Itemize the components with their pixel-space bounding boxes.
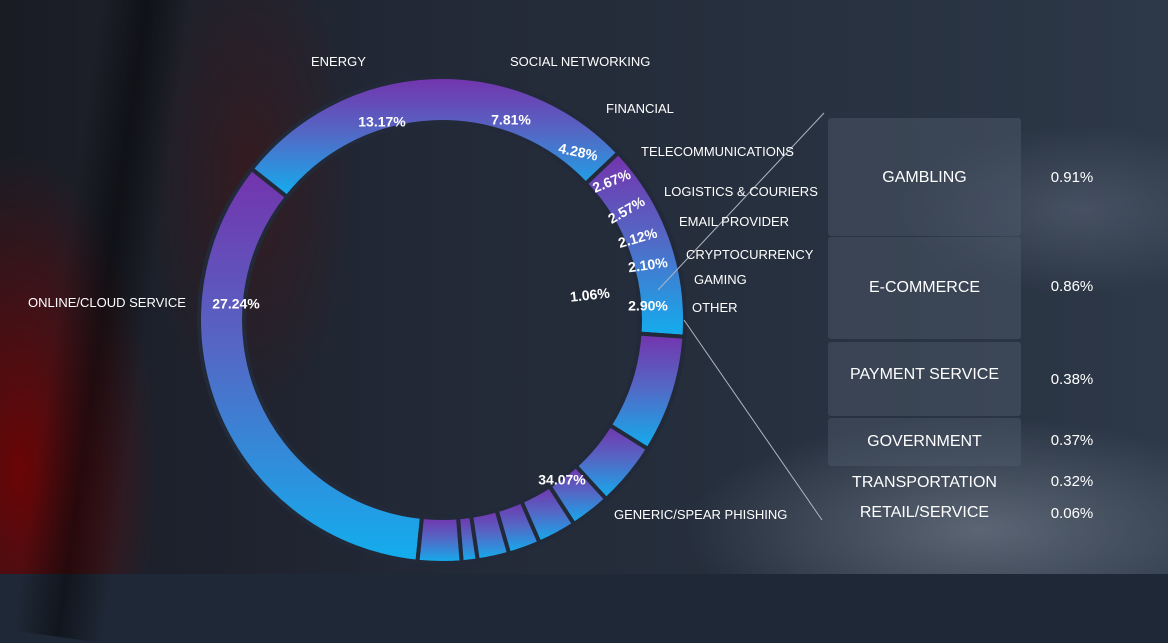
- segment-value-label: 7.81%: [491, 112, 531, 128]
- breakdown-box-ecommerce: [828, 237, 1021, 339]
- breakdown-label: E-COMMERCE: [868, 279, 981, 296]
- segment-value-label: 2.90%: [628, 298, 668, 314]
- breakdown-value: 0.38%: [1050, 371, 1094, 388]
- breakdown-connector-bottom: [683, 319, 823, 521]
- breakdown-label: PAYMENT SERVICE: [849, 366, 1000, 383]
- breakdown-box-gambling: [828, 118, 1021, 236]
- segment-category-label: LOGISTICS & COURIERS: [664, 184, 818, 199]
- segment-category-label: TELECOMMUNICATIONS: [641, 144, 794, 159]
- breakdown-label: GAMBLING: [882, 169, 967, 186]
- segment-category-label: GAMING: [694, 272, 747, 287]
- segment-category-label: OTHER: [692, 300, 738, 315]
- breakdown-value: 0.06%: [1050, 505, 1094, 522]
- segment-value-label: 2.10%: [627, 254, 669, 275]
- segment-category-label: FINANCIAL: [606, 101, 674, 116]
- breakdown-box-government: [828, 418, 1021, 466]
- segment-category-label: SOCIAL NETWORKING: [510, 54, 650, 69]
- segment-value-label: 34.07%: [538, 472, 586, 488]
- segment-category-label: GENERIC/SPEAR PHISHING: [614, 507, 787, 522]
- segment-value-label: 13.17%: [358, 114, 406, 130]
- segment-value-label: 1.06%: [569, 285, 611, 305]
- donut-segment-other: [415, 514, 464, 565]
- segment-category-label: ENERGY: [311, 54, 366, 69]
- breakdown-value: 0.86%: [1050, 278, 1094, 295]
- segment-value-label: 27.24%: [212, 296, 260, 312]
- breakdown-value: 0.37%: [1050, 432, 1094, 449]
- breakdown-box-payment: [828, 342, 1021, 416]
- segment-category-label: ONLINE/CLOUD SERVICE: [28, 295, 186, 310]
- segment-category-label: CRYPTOCURRENCY: [686, 247, 814, 262]
- breakdown-value: 0.32%: [1050, 473, 1094, 490]
- segment-category-label: EMAIL PROVIDER: [679, 214, 789, 229]
- breakdown-panel: GAMBLING 0.91% E-COMMERCE 0.86% PAYMENT …: [828, 118, 1094, 522]
- breakdown-label: TRANSPORTATION: [852, 474, 997, 491]
- breakdown-value: 0.91%: [1050, 169, 1094, 186]
- breakdown-label: GOVERNMENT: [867, 433, 982, 450]
- breakdown-connector-top: [657, 112, 825, 291]
- breakdown-label: RETAIL/SERVICE: [859, 504, 990, 521]
- donut-chart: 34.07%27.24%13.17% 7.81%4.28%2.67%2.57%2.…: [28, 54, 825, 565]
